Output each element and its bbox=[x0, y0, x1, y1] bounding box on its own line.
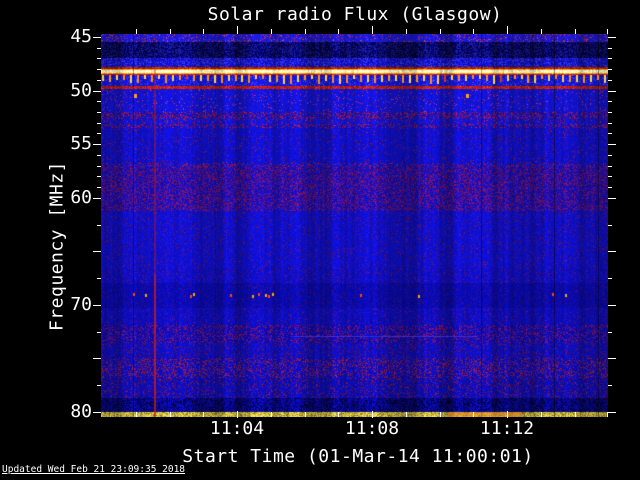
y-minor-tick bbox=[97, 133, 101, 134]
y-major-tick bbox=[93, 144, 101, 145]
x-minor-tick bbox=[203, 412, 204, 417]
y-minor-tick bbox=[97, 58, 101, 59]
x-minor-tick bbox=[203, 29, 204, 34]
x-minor-tick bbox=[541, 412, 542, 417]
y-major-tick bbox=[93, 37, 101, 38]
y-tick-label: 45 bbox=[70, 26, 92, 47]
x-major-tick bbox=[372, 26, 373, 34]
x-tick-label: 11:04 bbox=[209, 418, 265, 439]
y-minor-tick bbox=[608, 225, 612, 226]
x-minor-tick bbox=[541, 29, 542, 34]
y-minor-tick bbox=[608, 48, 612, 49]
y-minor-tick bbox=[608, 69, 612, 70]
y-minor-tick bbox=[608, 385, 612, 386]
y-minor-tick bbox=[608, 133, 612, 134]
y-minor-tick bbox=[97, 332, 101, 333]
y-major-tick bbox=[608, 144, 616, 145]
x-minor-tick bbox=[305, 29, 306, 34]
y-major-tick bbox=[608, 305, 616, 306]
page-title: Solar radio Flux (Glasgow) bbox=[207, 4, 503, 25]
x-minor-tick bbox=[575, 412, 576, 417]
y-minor-tick bbox=[97, 101, 101, 102]
y-major-tick bbox=[93, 305, 101, 306]
y-minor-tick bbox=[608, 101, 612, 102]
y-major-tick bbox=[93, 251, 101, 252]
y-minor-tick bbox=[97, 187, 101, 188]
y-minor-tick bbox=[97, 155, 101, 156]
y-major-tick bbox=[608, 91, 616, 92]
y-minor-tick bbox=[97, 385, 101, 386]
y-minor-tick bbox=[97, 48, 101, 49]
x-tick-label: 11:08 bbox=[344, 418, 400, 439]
x-minor-tick bbox=[473, 412, 474, 417]
x-major-tick bbox=[507, 26, 508, 34]
y-tick-label: 60 bbox=[70, 187, 92, 208]
x-axis-title: Start Time (01-Mar-14 11:00:01) bbox=[182, 446, 534, 467]
y-minor-tick bbox=[97, 176, 101, 177]
x-major-tick bbox=[237, 411, 238, 418]
y-minor-tick bbox=[97, 278, 101, 279]
x-minor-tick bbox=[338, 412, 339, 417]
y-tick-label: 80 bbox=[70, 401, 92, 422]
y-major-tick bbox=[608, 251, 616, 252]
x-minor-tick bbox=[440, 412, 441, 417]
x-minor-tick bbox=[338, 29, 339, 34]
updated-timestamp: Updated Wed Feb 21 23:09:35 2018 bbox=[2, 464, 186, 475]
x-minor-tick bbox=[575, 29, 576, 34]
y-minor-tick bbox=[608, 332, 612, 333]
y-minor-tick bbox=[608, 187, 612, 188]
y-minor-tick bbox=[97, 123, 101, 124]
y-tick-label: 55 bbox=[70, 133, 92, 154]
x-major-tick bbox=[237, 26, 238, 34]
x-tick-label: 11:12 bbox=[479, 418, 535, 439]
y-major-tick bbox=[93, 358, 101, 359]
x-minor-tick bbox=[271, 29, 272, 34]
y-major-tick bbox=[93, 198, 101, 199]
y-minor-tick bbox=[97, 225, 101, 226]
y-minor-tick bbox=[97, 80, 101, 81]
y-major-tick bbox=[93, 91, 101, 92]
x-minor-tick bbox=[305, 412, 306, 417]
x-minor-tick bbox=[473, 29, 474, 34]
y-tick-label: 70 bbox=[70, 294, 92, 315]
y-major-tick bbox=[608, 37, 616, 38]
x-minor-tick bbox=[136, 412, 137, 417]
y-minor-tick bbox=[608, 278, 612, 279]
x-minor-tick bbox=[271, 412, 272, 417]
y-minor-tick bbox=[608, 155, 612, 156]
x-minor-tick bbox=[607, 412, 608, 417]
y-tick-label: 50 bbox=[70, 80, 92, 101]
y-minor-tick bbox=[608, 176, 612, 177]
y-major-tick bbox=[608, 358, 616, 359]
y-minor-tick bbox=[608, 112, 612, 113]
x-major-tick bbox=[507, 411, 508, 418]
y-major-tick bbox=[93, 412, 101, 413]
x-minor-tick bbox=[406, 29, 407, 34]
y-minor-tick bbox=[97, 166, 101, 167]
x-minor-tick bbox=[440, 29, 441, 34]
y-minor-tick bbox=[97, 112, 101, 113]
y-minor-tick bbox=[608, 166, 612, 167]
y-minor-tick bbox=[97, 69, 101, 70]
y-minor-tick bbox=[608, 58, 612, 59]
x-minor-tick bbox=[170, 412, 171, 417]
y-minor-tick bbox=[608, 123, 612, 124]
y-major-tick bbox=[608, 198, 616, 199]
x-major-tick bbox=[372, 411, 373, 418]
y-minor-tick bbox=[608, 80, 612, 81]
x-minor-tick bbox=[607, 29, 608, 34]
y-major-tick bbox=[608, 412, 616, 413]
spectrogram-canvas bbox=[101, 34, 608, 417]
x-minor-tick bbox=[406, 412, 407, 417]
x-minor-tick bbox=[170, 29, 171, 34]
x-minor-tick bbox=[136, 29, 137, 34]
y-axis-title: Frequency [MHz] bbox=[46, 160, 68, 332]
